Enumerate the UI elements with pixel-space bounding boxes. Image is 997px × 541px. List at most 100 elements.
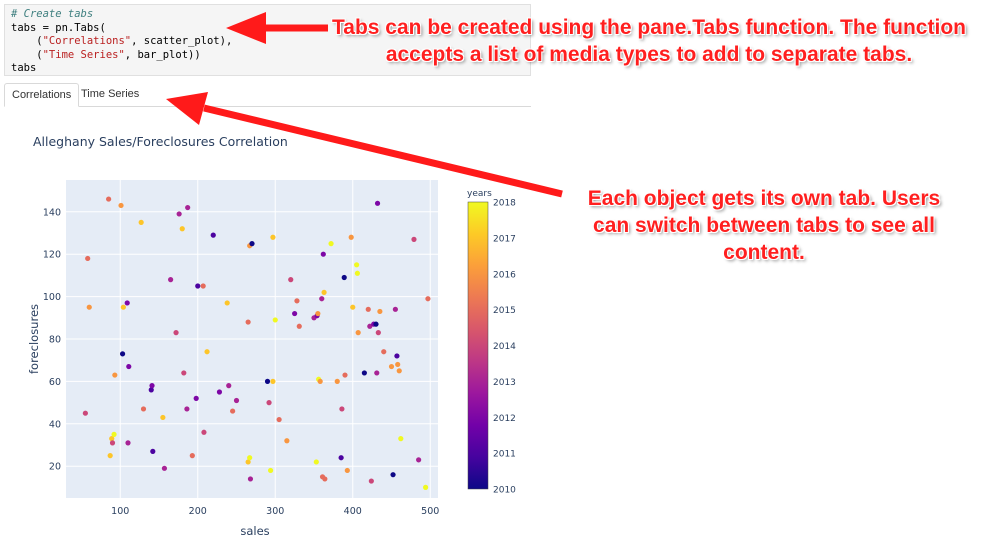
scatter-point [160, 414, 166, 421]
scatter-point [118, 202, 124, 209]
scatter-point [184, 406, 190, 412]
x-axis-label: sales [240, 524, 269, 538]
colorbar-tick-label: 2014 [493, 342, 516, 352]
colorbar-title: years [467, 189, 492, 199]
colorbar-tick-label: 2011 [493, 450, 516, 460]
scatter-point [328, 241, 334, 247]
scatter-point [381, 349, 387, 355]
scatter-point [85, 255, 91, 262]
x-axis-ticks: 100 200 300 400 500 [111, 506, 439, 517]
code-line-tabs-call: tabs = pn.Tabs( [11, 21, 106, 34]
scatter-point [161, 465, 168, 471]
scatter-point [173, 330, 179, 336]
scatter-point [189, 453, 195, 459]
scatter-point [86, 304, 92, 310]
scatter-point [270, 378, 276, 384]
scatter-point [375, 330, 381, 336]
scatter-point [216, 389, 223, 395]
colorbar [467, 201, 489, 490]
colorbar-ticks: 2010 2011 2012 2013 2014 2015 2016 2017 2018 [493, 199, 516, 496]
code-cell[interactable]: # Create tabs tabs = pn.Tabs( ("Correlat… [4, 4, 531, 76]
y-tick-label: 100 [43, 292, 61, 303]
scatter-point [230, 408, 236, 414]
scatter-point [392, 306, 398, 312]
scatter-point [334, 378, 340, 384]
scatter-point [268, 467, 274, 474]
scatter-point [109, 436, 115, 442]
scatter-point [176, 211, 182, 217]
y-tick-label: 60 [49, 377, 61, 388]
scatter-point [179, 226, 185, 232]
scatter-point [322, 476, 328, 482]
scatter-point [373, 321, 379, 327]
scatter-point [106, 196, 112, 202]
y-axis-label: foreclosures [27, 304, 41, 374]
y-tick-label: 40 [49, 419, 61, 430]
y-tick-label: 140 [43, 207, 61, 218]
scatter-point [374, 370, 380, 376]
data-points [82, 196, 431, 490]
scatter-point [266, 400, 272, 406]
scatter-point [374, 200, 381, 206]
callout-own-tab: Each object gets its own tab. Users can … [587, 187, 941, 264]
x-tick-label: 100 [111, 506, 129, 517]
scatter-point [354, 262, 360, 268]
scatter-point [140, 406, 147, 412]
scatter-point [377, 308, 383, 315]
code-block: # Create tabs tabs = pn.Tabs( ("Correlat… [11, 8, 233, 74]
scatter-point [292, 310, 298, 317]
scatter-point [319, 296, 325, 302]
scatter-point [226, 383, 232, 389]
scatter-point [107, 453, 113, 459]
scatter-point [126, 363, 132, 370]
scatter-point [82, 410, 88, 416]
scatter-point [388, 363, 395, 370]
scatter-point [124, 300, 130, 306]
scatter-point [264, 378, 271, 384]
colorbar-tick-label: 2010 [493, 486, 516, 496]
scatter-point [411, 236, 417, 242]
scatter-point [200, 283, 206, 289]
scatter-point [416, 457, 422, 463]
scatter-point [247, 476, 254, 482]
scatter-point [249, 241, 255, 247]
scatter-point [350, 304, 356, 310]
grid-lines [66, 180, 438, 498]
scatter-point [294, 298, 300, 304]
code-string-correlations: "Correlations" [42, 35, 132, 47]
scatter-point [109, 440, 116, 446]
scatter-point [425, 296, 431, 302]
tab-correlations[interactable]: Correlations [4, 83, 80, 107]
colorbar-tick-label: 2016 [493, 270, 516, 280]
tab-time-series[interactable]: Time Series [81, 88, 140, 100]
scatter-point [201, 429, 207, 435]
scatter-point [315, 310, 321, 317]
scatter-point [344, 467, 350, 474]
tab-bar: Correlations Time Series [4, 83, 531, 107]
scatter-point [270, 234, 276, 240]
scatter-point [233, 397, 240, 404]
callout-tabs-function: Tabs can be created using the pane.Tabs … [332, 16, 966, 66]
scatter-point [149, 383, 155, 389]
scatter-plot[interactable]: Alleghany Sales/Foreclosures Correlation… [0, 110, 540, 541]
x-tick-label: 500 [421, 506, 439, 517]
scatter-point [390, 472, 396, 478]
scatter-point [338, 455, 344, 461]
scatter-point [284, 438, 290, 444]
scatter-point [320, 251, 326, 257]
scatter-point [181, 370, 187, 376]
scatter-point [365, 306, 371, 312]
scatter-point [245, 459, 251, 465]
scatter-point [272, 317, 278, 323]
scatter-point [395, 361, 401, 368]
scatter-point [313, 459, 319, 465]
code-comment: # Create tabs [11, 8, 94, 20]
y-tick-label: 120 [43, 250, 61, 261]
scatter-point [396, 368, 402, 374]
scatter-point [398, 436, 404, 442]
scatter-point [210, 232, 216, 238]
scatter-point [224, 300, 230, 306]
chart-title: Alleghany Sales/Foreclosures Correlation [33, 134, 288, 149]
scatter-point [168, 277, 174, 283]
scatter-point [341, 274, 347, 281]
